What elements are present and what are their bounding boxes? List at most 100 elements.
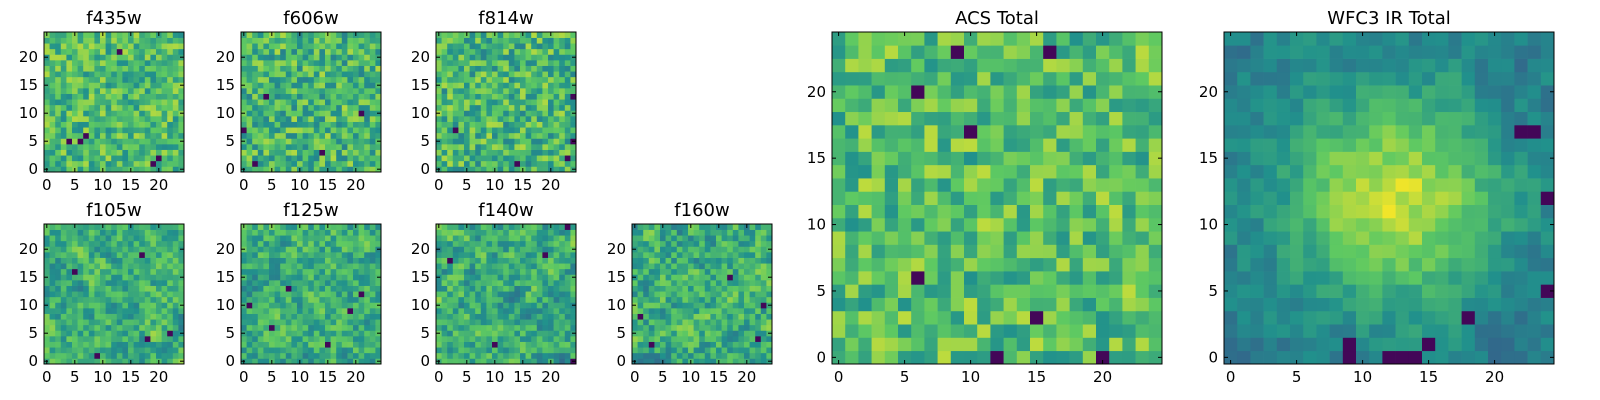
heatmap-cell xyxy=(744,229,750,236)
heatmap-cell xyxy=(144,160,151,167)
heatmap-cell xyxy=(1016,151,1031,166)
heatmap-cell xyxy=(693,274,700,281)
heatmap-cell xyxy=(274,319,281,326)
heatmap-cell xyxy=(347,54,354,61)
heatmap-cell xyxy=(178,104,185,111)
heatmap-cell xyxy=(291,235,298,242)
heatmap-cell xyxy=(710,291,717,298)
heatmap-cell xyxy=(313,257,320,264)
heatmap-cell xyxy=(469,291,476,298)
heatmap-cell xyxy=(252,88,259,94)
heatmap-cell xyxy=(246,76,253,83)
heatmap-cell xyxy=(347,166,354,173)
heatmap-cell xyxy=(632,263,638,270)
heatmap-cell xyxy=(536,127,543,134)
heatmap-cell xyxy=(83,65,90,72)
heatmap-cell xyxy=(139,308,146,314)
heatmap-cell xyxy=(508,324,515,331)
x-tick-label: 10 xyxy=(93,368,112,386)
heatmap-cell xyxy=(514,341,521,348)
heatmap-cell xyxy=(122,274,129,281)
heatmap-cell xyxy=(83,274,90,281)
heatmap-cell xyxy=(77,291,84,298)
heatmap-cell xyxy=(553,324,560,331)
heatmap-cell xyxy=(347,235,354,242)
heatmap-cell xyxy=(369,160,376,167)
heatmap-cell xyxy=(447,144,454,150)
heatmap-cell xyxy=(514,127,521,134)
heatmap-cell xyxy=(66,268,73,275)
heatmap-cell xyxy=(464,308,470,314)
heatmap-cell xyxy=(257,280,264,286)
heatmap-cell xyxy=(671,296,678,303)
heatmap-cell xyxy=(139,330,146,337)
heatmap-cell xyxy=(167,82,174,89)
heatmap-cell xyxy=(49,88,56,94)
heatmap-cell xyxy=(274,93,281,100)
heatmap-cell xyxy=(66,127,73,134)
heatmap-cell xyxy=(520,302,526,309)
heatmap-cell xyxy=(116,116,123,122)
heatmap-cell xyxy=(441,43,448,50)
heatmap-cell xyxy=(749,257,756,264)
heatmap-cell xyxy=(364,104,371,111)
heatmap-cell xyxy=(44,104,50,111)
heatmap-cell xyxy=(375,99,382,106)
heatmap-cell xyxy=(274,138,281,145)
heatmap-cell xyxy=(122,240,129,247)
heatmap-cell xyxy=(55,166,62,173)
heatmap-cell xyxy=(648,246,655,253)
heatmap-cell xyxy=(452,160,459,167)
heatmap-cell xyxy=(167,99,174,106)
heatmap-cell xyxy=(161,341,168,348)
heatmap-cell xyxy=(257,82,264,89)
heatmap-cell xyxy=(760,291,767,298)
heatmap-cell xyxy=(475,235,482,242)
heatmap-cell xyxy=(553,285,560,292)
heatmap-cell xyxy=(1148,191,1163,205)
heatmap-cell xyxy=(172,48,179,55)
heatmap-cell xyxy=(1096,191,1110,205)
heatmap-cell xyxy=(297,99,303,106)
heatmap-cell xyxy=(369,132,376,139)
heatmap-cell xyxy=(503,313,510,320)
heatmap-cell xyxy=(44,308,50,314)
heatmap-cell xyxy=(313,274,320,281)
heatmap-cell xyxy=(156,235,162,242)
x-tick-label: 0 xyxy=(630,368,640,386)
heatmap-cell xyxy=(508,138,515,145)
heatmap-cell xyxy=(660,330,666,337)
heatmap-cell xyxy=(308,313,315,320)
heatmap-cell xyxy=(100,127,106,134)
heatmap-cell xyxy=(246,132,253,139)
heatmap-cell xyxy=(492,324,498,331)
heatmap-cell xyxy=(358,246,365,253)
heatmap-cell xyxy=(111,308,118,314)
heatmap-cell xyxy=(302,235,309,242)
heatmap-cell xyxy=(161,37,168,44)
heatmap-cell xyxy=(77,347,84,354)
heatmap-cell xyxy=(178,352,185,359)
heatmap-cell xyxy=(497,149,504,156)
heatmap-cell xyxy=(452,82,459,89)
heatmap-cell xyxy=(375,313,382,320)
heatmap-cell xyxy=(447,291,454,298)
heatmap-cell xyxy=(44,235,50,242)
heatmap-cell xyxy=(178,313,185,320)
heatmap-cell xyxy=(285,330,292,337)
heatmap-cell xyxy=(536,110,543,117)
heatmap-cell xyxy=(871,244,886,259)
heatmap-cell xyxy=(375,257,382,264)
heatmap-cell xyxy=(503,127,510,134)
heatmap-cell xyxy=(564,235,571,242)
heatmap-cell xyxy=(447,358,454,365)
heatmap-cell xyxy=(542,347,549,354)
heatmap-cell xyxy=(531,313,538,320)
heatmap-cell xyxy=(1069,310,1084,325)
heatmap-cell xyxy=(269,132,275,139)
heatmap-cell xyxy=(302,144,309,150)
heatmap-cell xyxy=(325,43,331,50)
heatmap-cell xyxy=(100,104,106,111)
x-tick-label: 0 xyxy=(239,176,249,194)
heatmap-cell xyxy=(977,151,991,166)
